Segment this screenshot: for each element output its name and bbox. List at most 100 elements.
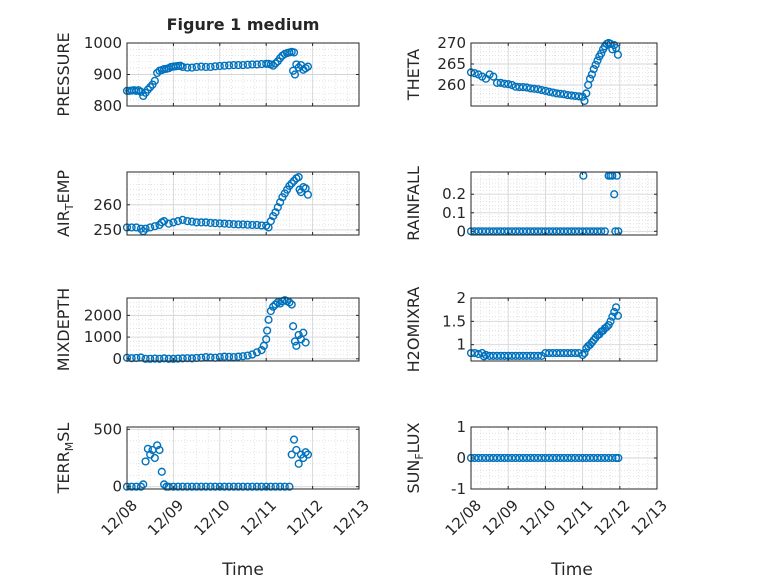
data-point (262, 482, 271, 491)
data-point (201, 62, 210, 72)
y-axis-label-6: H2OMIXRA (404, 287, 423, 373)
data-point (197, 62, 206, 71)
data-point (606, 39, 615, 48)
data-point (136, 482, 146, 491)
data-point (192, 482, 201, 491)
axes-box (470, 171, 658, 236)
data-point (197, 218, 206, 227)
data-point (591, 60, 600, 69)
y-tick-label: 1 (456, 336, 466, 354)
data-point (559, 90, 569, 99)
data-point (264, 315, 273, 324)
data-point (187, 63, 197, 72)
data-point (150, 222, 159, 231)
data-point (206, 218, 215, 228)
data-point (201, 482, 210, 491)
data-point (545, 87, 554, 96)
data-point (234, 352, 243, 361)
data-point (215, 61, 224, 71)
data-point (273, 203, 282, 212)
data-point (211, 219, 220, 228)
data-point (243, 60, 252, 69)
data-point (285, 181, 294, 190)
y-tick-label: 2 (456, 289, 466, 307)
axes-panel-3: 250 260 AIRTEMP (54, 170, 360, 239)
data-point (571, 348, 580, 358)
data-point (582, 89, 591, 98)
data-point (589, 64, 598, 74)
data-point (141, 224, 150, 233)
data-point (146, 82, 155, 92)
data-point (197, 482, 206, 491)
data-point (541, 86, 550, 95)
data-point (285, 298, 294, 307)
data-point (234, 482, 243, 491)
data-point (252, 348, 262, 357)
data-point (285, 482, 294, 491)
data-point (229, 60, 238, 70)
data-point (289, 48, 299, 57)
data-point (183, 482, 192, 491)
data-point (613, 50, 623, 59)
axes-box (126, 426, 360, 490)
axes-panel-6: 1 1.5 2 H2OMIXRA (404, 287, 658, 373)
data-point (215, 219, 224, 228)
data-point (153, 441, 162, 450)
data-point (585, 74, 595, 83)
data-point (276, 482, 285, 491)
plot-area (471, 172, 657, 235)
data-point (243, 220, 252, 229)
data-point (150, 453, 159, 463)
y-tick-label: 1000 (84, 328, 122, 346)
data-point (252, 482, 262, 491)
data-point (164, 482, 173, 491)
data-point (229, 220, 238, 229)
data-point (489, 72, 498, 81)
y-tick-label: 0 (112, 350, 122, 368)
data-point (155, 354, 164, 363)
data-point (608, 312, 617, 321)
y-axis-label-8: SUNFLUX (404, 422, 426, 493)
data-point (271, 59, 280, 68)
data-point (262, 335, 271, 344)
axes-panel-1: 800 900 1000 PRESSURE (54, 32, 360, 117)
data-point (178, 215, 187, 224)
data-point (136, 224, 146, 233)
data-point (141, 354, 150, 363)
data-point (597, 49, 606, 58)
y-tick-label: 0 (112, 478, 122, 496)
data-point (215, 482, 224, 491)
data-point (292, 445, 301, 455)
data-point (266, 306, 275, 316)
data-point (292, 341, 301, 350)
axes-box (470, 297, 658, 362)
data-point (238, 352, 248, 361)
data-point (160, 480, 169, 489)
y-axis-label-7: TERRMSL (54, 423, 76, 495)
data-point (238, 220, 248, 229)
data-point (608, 45, 617, 54)
y-axis-label-1: PRESSURE (54, 32, 73, 116)
data-point (160, 354, 169, 363)
data-point (136, 87, 146, 96)
data-point (224, 61, 234, 70)
data-point (224, 219, 234, 229)
axes-box (126, 297, 360, 362)
data-point (220, 61, 229, 70)
data-point (150, 354, 159, 363)
data-point (187, 217, 197, 226)
data-point (178, 354, 187, 363)
data-point (178, 482, 187, 491)
data-point (580, 348, 589, 358)
data-point (229, 482, 238, 491)
data-point (141, 457, 150, 466)
data-point (164, 219, 173, 228)
data-point (614, 453, 623, 463)
data-point (178, 62, 187, 72)
y-tick-label: 265 (437, 55, 466, 73)
data-point (593, 56, 602, 65)
y-tick-label: 0.1 (442, 204, 466, 222)
data-point (269, 302, 278, 311)
